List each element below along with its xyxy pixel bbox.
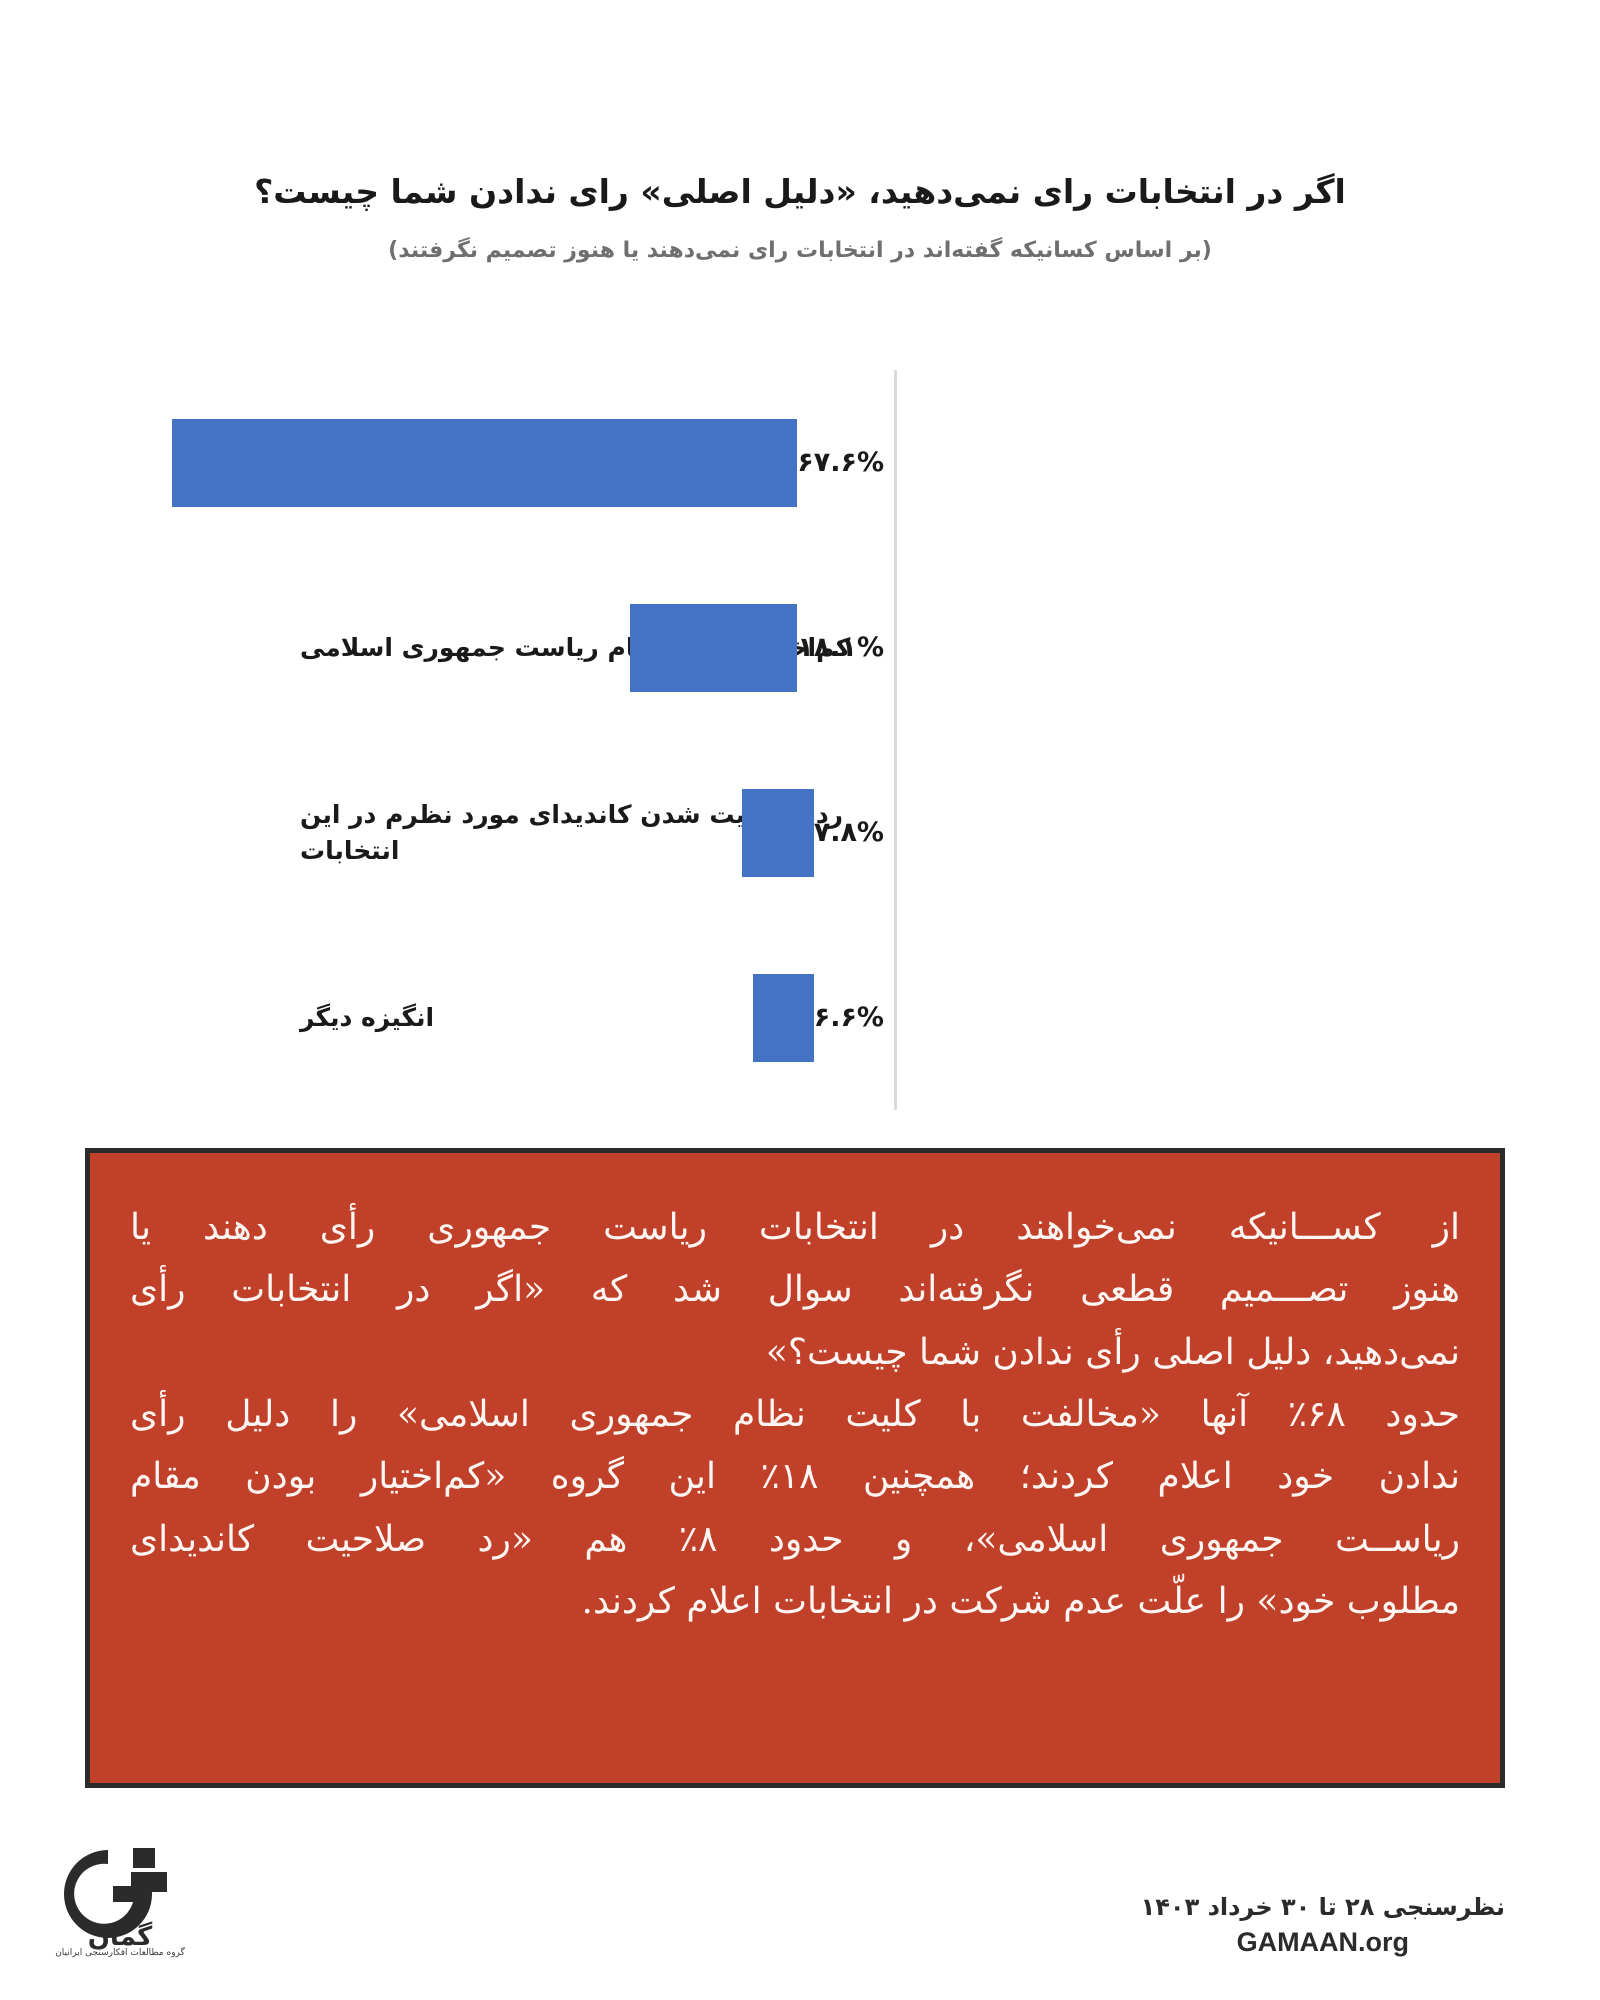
bar-row: رد صلاحیت شدن کاندیدای مورد نظرم در این … — [0, 740, 1600, 925]
bar-chart: مخالفت با کلیت نظام جمهوری اسلامی ۶۷.۶% … — [0, 370, 1600, 1110]
summary-callout: از کســـانیکه نمی‌خواهند در انتخابات ریا… — [85, 1148, 1505, 1788]
bar-rows: مخالفت با کلیت نظام جمهوری اسلامی ۶۷.۶% … — [0, 370, 1600, 1110]
bar-segment — [630, 603, 798, 692]
bar-value-label: ۶۷.۶% — [797, 447, 884, 478]
footer: گمان گروه مطالعات افکارسنجی ایرانیان نظر… — [0, 1810, 1600, 2000]
callout-line: حدود ۶۸٪ آنها «مخالفت با کلیت نظام جمهور… — [130, 1393, 1461, 1435]
bar-segment — [741, 788, 814, 877]
callout-line: ریاســت جمهوری اسلامی»، و حدود ۸٪ هم «رد… — [130, 1518, 1460, 1560]
bar-value-label: ۶.۶% — [813, 1002, 884, 1033]
page-subtitle: (بر اساس کسانیکه گفته‌اند در انتخابات را… — [388, 237, 1212, 263]
bar-row: انگیزه دیگر ۶.۶% — [0, 925, 1600, 1110]
logo-wordmark: گمان — [87, 1922, 153, 1952]
callout-line: مطلوب خود» را علّت عدم شرکت در انتخابات … — [581, 1580, 1460, 1622]
site-url[interactable]: GAMAAN.org — [1236, 1927, 1410, 1957]
bar-category-label: انگیزه دیگر — [300, 1002, 435, 1032]
bar-wrapper: ۷.۸% — [741, 788, 900, 877]
bar-row: مخالفت با کلیت نظام جمهوری اسلامی ۶۷.۶% — [0, 370, 1600, 555]
chart-header: اگر در انتخابات رای نمی‌دهید، «دلیل اصلی… — [0, 170, 1600, 265]
page-title: اگر در انتخابات رای نمی‌دهید، «دلیل اصلی… — [254, 172, 1346, 211]
callout-line: هنوز تصـــمیم قطعی نگرفته‌اند سوال شد که… — [130, 1269, 1460, 1311]
poll-dates: نظرسنجی ۲۸ تا ۳۰ خرداد ۱۴۰۳ — [1140, 1892, 1505, 1921]
bar-wrapper: ۶۷.۶% — [172, 418, 900, 507]
bar-wrapper: ۶.۶% — [752, 973, 900, 1062]
bar-row: کم‌اختیار بودن مقام ریاست جمهوری اسلامی … — [0, 555, 1600, 740]
bar-segment — [172, 418, 798, 507]
category-axis-line — [894, 370, 897, 1110]
footer-meta: نظرسنجی ۲۸ تا ۳۰ خرداد ۱۴۰۳ GAMAAN.org — [1141, 1892, 1505, 1958]
bar-wrapper: ۱۸.۱% — [630, 603, 900, 692]
bar-value-label: ۱۸.۱% — [797, 632, 884, 663]
callout-line: ندادن خود اعلام کردند؛ همچنین ۱۸٪ این گر… — [130, 1456, 1460, 1498]
bar-value-label: ۷.۸% — [813, 817, 884, 848]
bar-segment — [752, 973, 814, 1062]
gamaan-logo: گمان گروه مطالعات افکارسنجی ایرانیان — [45, 1842, 195, 1972]
callout-line: از کســـانیکه نمی‌خواهند در انتخابات ریا… — [130, 1207, 1460, 1248]
gamaan-logo-icon — [64, 1848, 167, 1938]
callout-line: نمی‌دهید، دلیل اصلی رأی ندادن شما چیست؟» — [765, 1331, 1460, 1373]
logo-caption: گروه مطالعات افکارسنجی ایرانیان — [55, 1948, 185, 1958]
